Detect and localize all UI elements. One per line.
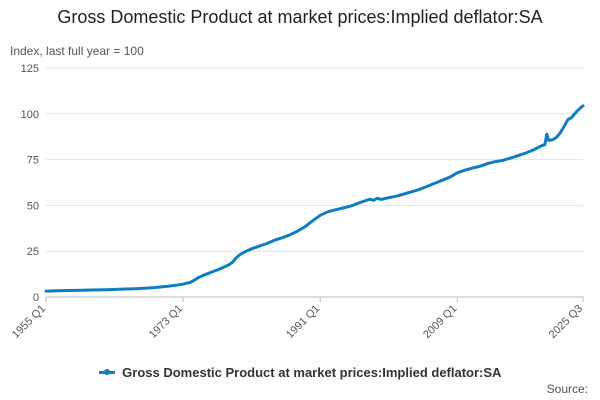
legend-swatch xyxy=(98,369,115,376)
y-axis-label: Index, last full year = 100 xyxy=(10,44,144,58)
source-label: Source: xyxy=(546,382,588,396)
x-tick-label: 1991 Q1 xyxy=(284,303,322,341)
legend-label: Gross Domestic Product at market prices:… xyxy=(122,365,502,380)
x-tick-label: 2025 Q3 xyxy=(547,303,585,341)
y-tick-label: 0 xyxy=(33,292,39,304)
y-tick-label: 50 xyxy=(27,200,39,212)
y-tick-label: 125 xyxy=(21,63,39,75)
legend[interactable]: Gross Domestic Product at market prices:… xyxy=(0,365,600,380)
y-tick-label: 100 xyxy=(21,109,39,121)
y-tick-label: 25 xyxy=(27,246,39,258)
x-tick-label: 2009 Q1 xyxy=(421,303,459,341)
y-tick-label: 75 xyxy=(27,155,39,167)
x-tick-label: 1955 Q1 xyxy=(10,303,48,341)
x-tick-label: 1973 Q1 xyxy=(147,303,185,341)
chart-title: Gross Domestic Product at market prices:… xyxy=(57,7,543,27)
series-line xyxy=(44,104,585,293)
